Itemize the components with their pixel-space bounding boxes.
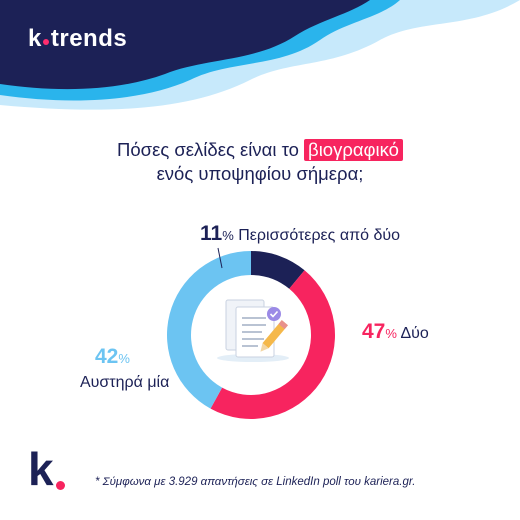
pct-unit: %	[385, 326, 397, 341]
donut-slice-1	[210, 270, 336, 420]
documents-pencil-icon	[217, 299, 289, 362]
legend-label-one-name: Αυστηρά μία	[80, 374, 170, 391]
brand-logo: k trends	[28, 25, 128, 52]
donut-slice-2	[166, 251, 251, 409]
series-name: Δύο	[400, 325, 429, 342]
header-wave-background	[0, 0, 520, 110]
pct-value: 47	[362, 320, 386, 343]
pct-unit: %	[222, 228, 234, 243]
legend-label-more-than-two: 11% Περισσότερες από δύο	[200, 222, 400, 246]
brand-dot	[42, 39, 49, 45]
legend-label-two: 47% Δύο	[362, 320, 429, 344]
chart-title-line-1: Πόσες σελίδες είναι το βιογραφικό	[0, 138, 520, 162]
pct-unit: %	[118, 351, 130, 366]
footer-logo: k	[28, 443, 54, 495]
pct-value: 42	[95, 345, 119, 368]
footer-logo-dot	[56, 481, 65, 490]
footnote: * Σύμφωνα με 3.929 απαντήσεις σε LinkedI…	[95, 476, 416, 488]
series-name: Περισσότερες από δύο	[238, 227, 401, 244]
donut-slice-0	[251, 251, 305, 289]
legend-label-one-pct: 42%	[95, 345, 130, 369]
chart-title-line-2: ενός υποψηφίου σήμερα;	[156, 163, 364, 184]
title-highlight: βιογραφικό	[304, 139, 403, 161]
title-text: Πόσες σελίδες είναι το	[117, 139, 299, 160]
leader-line	[217, 247, 223, 269]
pct-value: 11	[200, 222, 223, 245]
